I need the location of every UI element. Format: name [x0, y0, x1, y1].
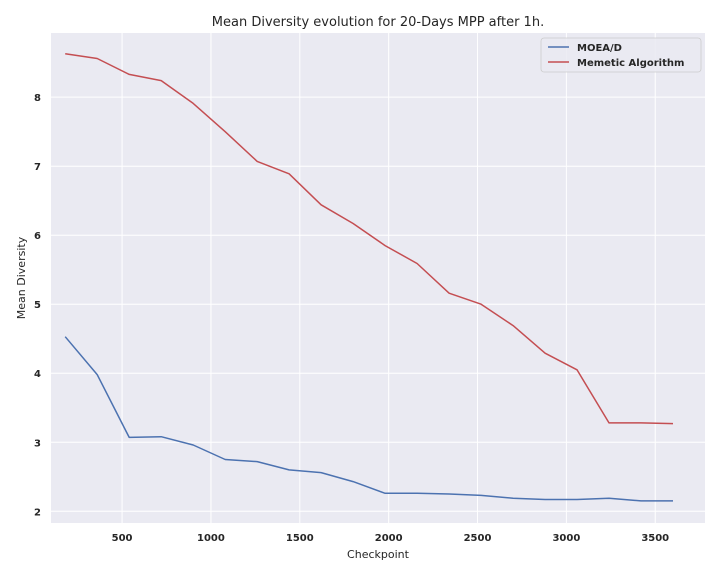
chart-title: Mean Diversity evolution for 20-Days MPP…	[212, 15, 544, 30]
y-tick-label: 7	[34, 162, 41, 173]
y-tick-label: 4	[34, 369, 41, 380]
x-tick-label: 500	[112, 533, 133, 544]
y-tick-labels: 2 3 4 5 6 7 8	[34, 93, 41, 518]
x-tick-label: 2000	[375, 533, 403, 544]
series-lines	[64, 52, 674, 502]
x-tick-label: 3500	[641, 533, 669, 544]
x-tick-label: 1500	[286, 533, 314, 544]
legend-label-moead: MOEA/D	[577, 43, 622, 54]
y-axis-label: Mean Diversity	[15, 236, 28, 319]
x-axis-label: Checkpoint	[347, 548, 410, 561]
x-tick-label: 2500	[464, 533, 492, 544]
legend: MOEA/D Memetic Algorithm	[540, 37, 702, 73]
grid-lines	[51, 33, 705, 523]
y-tick-label: 3	[34, 438, 41, 449]
legend-box	[540, 37, 702, 73]
legend-label-memetic: Memetic Algorithm	[577, 58, 684, 69]
x-tick-labels: 500 1000 1500 2000 2500 3000 3500	[112, 533, 670, 544]
y-tick-label: 6	[34, 231, 41, 242]
y-tick-label: 2	[34, 507, 41, 518]
plot-background	[51, 33, 705, 523]
x-tick-label: 3000	[552, 533, 580, 544]
series-line-moead	[64, 336, 673, 502]
x-tick-label: 1000	[197, 533, 225, 544]
y-tick-label: 5	[34, 300, 41, 311]
y-tick-label: 8	[34, 93, 41, 104]
series-line-memetic	[65, 52, 674, 425]
